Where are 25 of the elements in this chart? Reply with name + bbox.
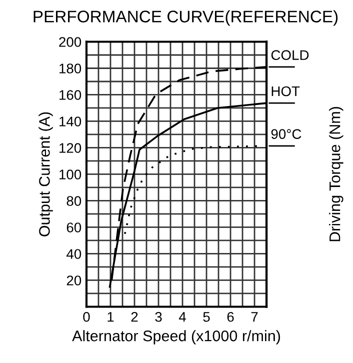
y-tick-label: 180 xyxy=(60,64,82,74)
y-tick-label: 100 xyxy=(60,170,82,180)
y-tick-label: 40 xyxy=(66,249,82,259)
x-tick-label: 5 xyxy=(203,312,210,322)
series-label: HOT xyxy=(272,86,300,96)
y2-axis-title: Driving Torque (Nm) xyxy=(329,106,344,242)
y-tick-label: 20 xyxy=(66,276,82,286)
x-tick-label: 3 xyxy=(155,312,162,322)
y-tick-label: 80 xyxy=(66,196,82,206)
y-tick-label: 160 xyxy=(60,90,82,100)
x-tick-label: 2 xyxy=(131,312,138,322)
x-tick-label: 7 xyxy=(251,312,258,322)
y-tick-label: 140 xyxy=(60,116,82,126)
y-axis-title: Output Current (A) xyxy=(38,112,53,236)
x-axis-title: Alternator Speed (x1000 r/min) xyxy=(72,330,280,344)
chart-title: PERFORMANCE CURVE(REFERENCE) xyxy=(34,10,338,26)
y-tick-label: 120 xyxy=(60,143,82,153)
series-label: 90°C xyxy=(271,129,302,139)
x-tick-label: 1 xyxy=(108,312,114,322)
x-tick-label: 6 xyxy=(227,312,234,322)
series-label: COLD xyxy=(271,50,309,60)
x-tick-label: 0 xyxy=(83,312,90,322)
x-tick-label: 4 xyxy=(178,312,186,322)
y-tick-label: 60 xyxy=(66,222,82,232)
y-tick-label: 200 xyxy=(59,37,82,47)
